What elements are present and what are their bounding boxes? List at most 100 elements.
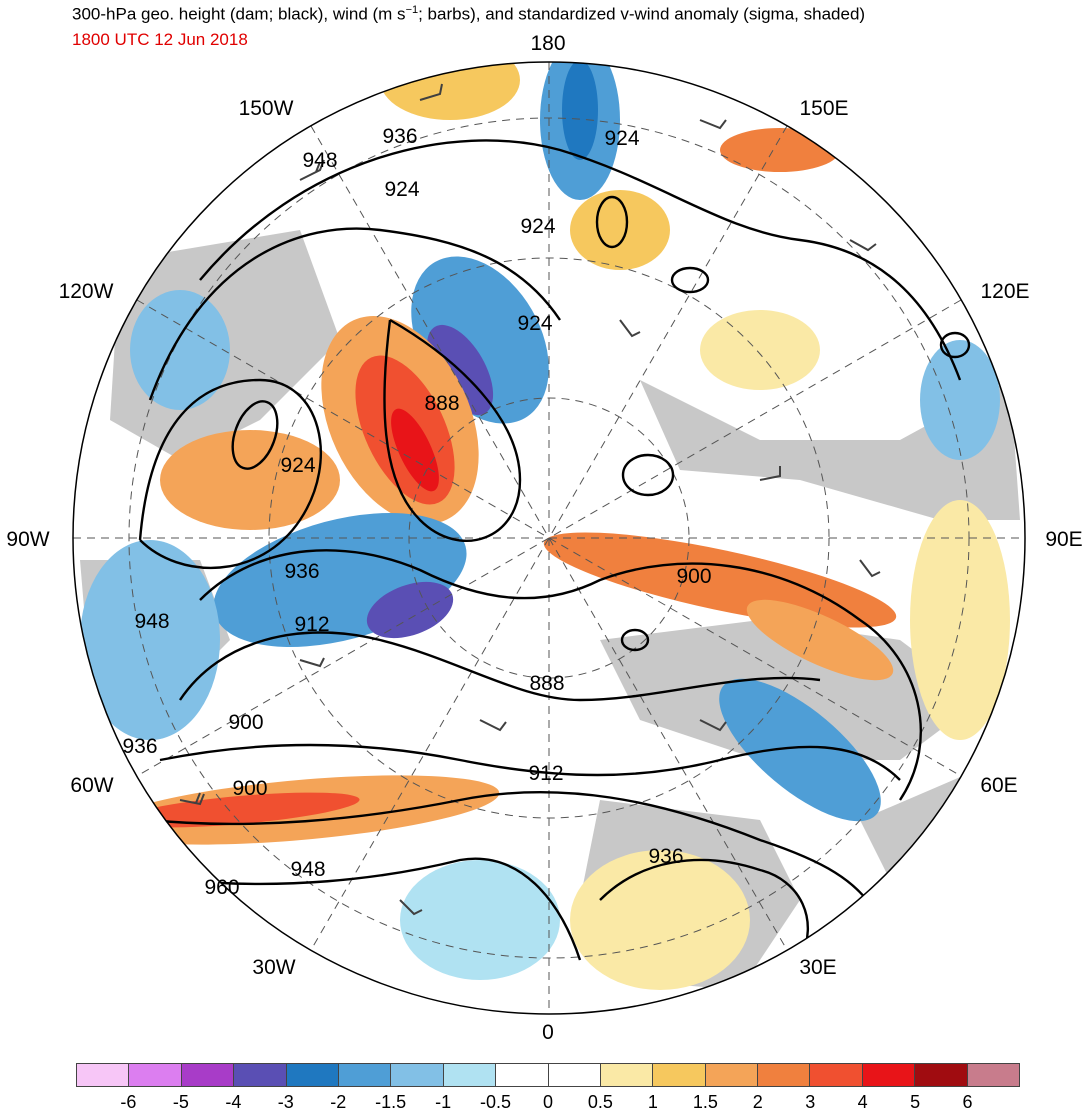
colorbar-swatch [129, 1064, 182, 1086]
colorbar-tick-label: -1.5 [375, 1092, 407, 1112]
title-superscript: −1 [405, 4, 419, 16]
graticule [73, 62, 1025, 1014]
anomaly-blob [910, 500, 1010, 740]
colorbar-swatch [496, 1064, 549, 1086]
colorbar-swatch [234, 1064, 287, 1086]
wind-barb [419, 83, 443, 101]
anomaly-blob [543, 532, 897, 628]
height-contour [383, 318, 522, 543]
contour-label: 900 [676, 565, 711, 588]
colorbar-tick-label: 5 [910, 1092, 921, 1112]
longitude-label: 60E [980, 774, 1018, 797]
colorbar-swatch [705, 1064, 759, 1086]
meridian [310, 125, 788, 951]
contour-label: 960 [204, 876, 239, 899]
height-contour [199, 549, 922, 801]
title-main: 300-hPa geo. height (dam; black), wind (… [72, 4, 406, 24]
colorbar-swatch [77, 1064, 130, 1086]
longitude-label: 0 [542, 1021, 554, 1044]
colorbar-tick-label: 1.5 [692, 1092, 718, 1112]
anomaly-blob [120, 792, 360, 828]
longitude-label: 180 [530, 32, 566, 55]
chart-title: 300-hPa geo. height (dam; black), wind (… [72, 4, 865, 25]
colorbar-tick-label: -5 [172, 1092, 189, 1112]
contour-label: 924 [384, 178, 419, 201]
height-contour [138, 378, 322, 570]
land-siberia [640, 380, 1020, 520]
colorbar-swatch [443, 1064, 497, 1086]
contour-label: 924 [517, 312, 552, 335]
colorbar-tick-label: -2 [330, 1092, 347, 1112]
anomaly-blob [391, 408, 439, 492]
anomaly-blob [920, 340, 1000, 460]
anomaly-blob [380, 62, 520, 120]
anomaly-blob [700, 310, 820, 390]
colorbar-tick-label: 0 [542, 1092, 554, 1112]
longitude-label: 120E [980, 280, 1030, 303]
contour-label: 948 [134, 610, 169, 633]
anomaly-blob [366, 581, 454, 639]
wind-barb [759, 466, 781, 481]
colorbar-tick-label: 2 [752, 1092, 763, 1112]
longitude-label: 90E [1045, 528, 1083, 551]
height-contour [595, 195, 629, 249]
contour-label: 888 [424, 392, 459, 415]
anomaly-blob [130, 290, 230, 410]
anomaly-blob [570, 850, 750, 990]
height-contours [138, 139, 971, 961]
anomaly-blob [80, 540, 220, 740]
anomaly-shading [80, 62, 1010, 990]
colorbar-tick-label: 0.5 [587, 1092, 613, 1112]
wind-barb [399, 899, 423, 916]
height-contour [621, 453, 675, 497]
colorbar-tick-label: -1 [435, 1092, 452, 1112]
height-contour [620, 628, 650, 652]
contour-label: 948 [290, 858, 325, 881]
meridian [136, 299, 962, 777]
contour-label: 936 [648, 845, 683, 868]
height-contour [149, 790, 882, 921]
wind-barbs [179, 83, 881, 916]
colorbar-tick-label: 6 [962, 1092, 973, 1112]
colorbar-swatch [391, 1064, 444, 1086]
height-contour [231, 400, 279, 470]
anomaly-blob [160, 430, 340, 530]
height-contour [599, 858, 810, 961]
map-content [73, 62, 1025, 1014]
colorbar-tick-label: -3 [277, 1092, 294, 1112]
height-contour [939, 331, 971, 359]
wind-barb [479, 719, 507, 732]
colorbar-swatch [758, 1064, 811, 1086]
longitude-label: 120W [58, 280, 114, 303]
colorbar-tick-label: -6 [120, 1092, 137, 1112]
anomaly-blob [719, 678, 881, 822]
colorbar-swatch [338, 1064, 392, 1086]
contour-label: 924 [280, 454, 315, 477]
contour-label-group: 936 948 924 924 924 888 924 924 936 948 … [122, 125, 711, 899]
wind-barb [299, 159, 325, 181]
colorbar-swatch [967, 1064, 1020, 1086]
colorbar-tick-label: 1 [647, 1092, 658, 1112]
longitude-label: 90W [6, 528, 50, 551]
title-rest: ; barbs), and standardized v-wind anomal… [418, 4, 866, 24]
colorbar-swatch [548, 1064, 601, 1086]
wind-barb [179, 792, 205, 806]
wind-barb [299, 657, 325, 668]
anomaly-blob [746, 599, 894, 681]
wind-barb [849, 239, 877, 252]
contour-label: 936 [382, 125, 417, 148]
height-contour [670, 266, 710, 294]
contour-label: 900 [232, 777, 267, 800]
anomaly-blob [720, 128, 840, 172]
colorbar-swatch [181, 1064, 235, 1086]
contour-label: 924 [520, 215, 555, 238]
contour-label: 948 [302, 149, 337, 172]
wind-barb [619, 319, 641, 338]
wind-barb [859, 559, 881, 578]
valid-time: 1800 UTC 12 Jun 2018 [72, 30, 248, 49]
height-contour [159, 743, 901, 781]
longitude-label: 30E [799, 956, 837, 979]
colorbar-tick-label: 4 [857, 1092, 868, 1112]
longitude-label: 150W [238, 97, 294, 120]
